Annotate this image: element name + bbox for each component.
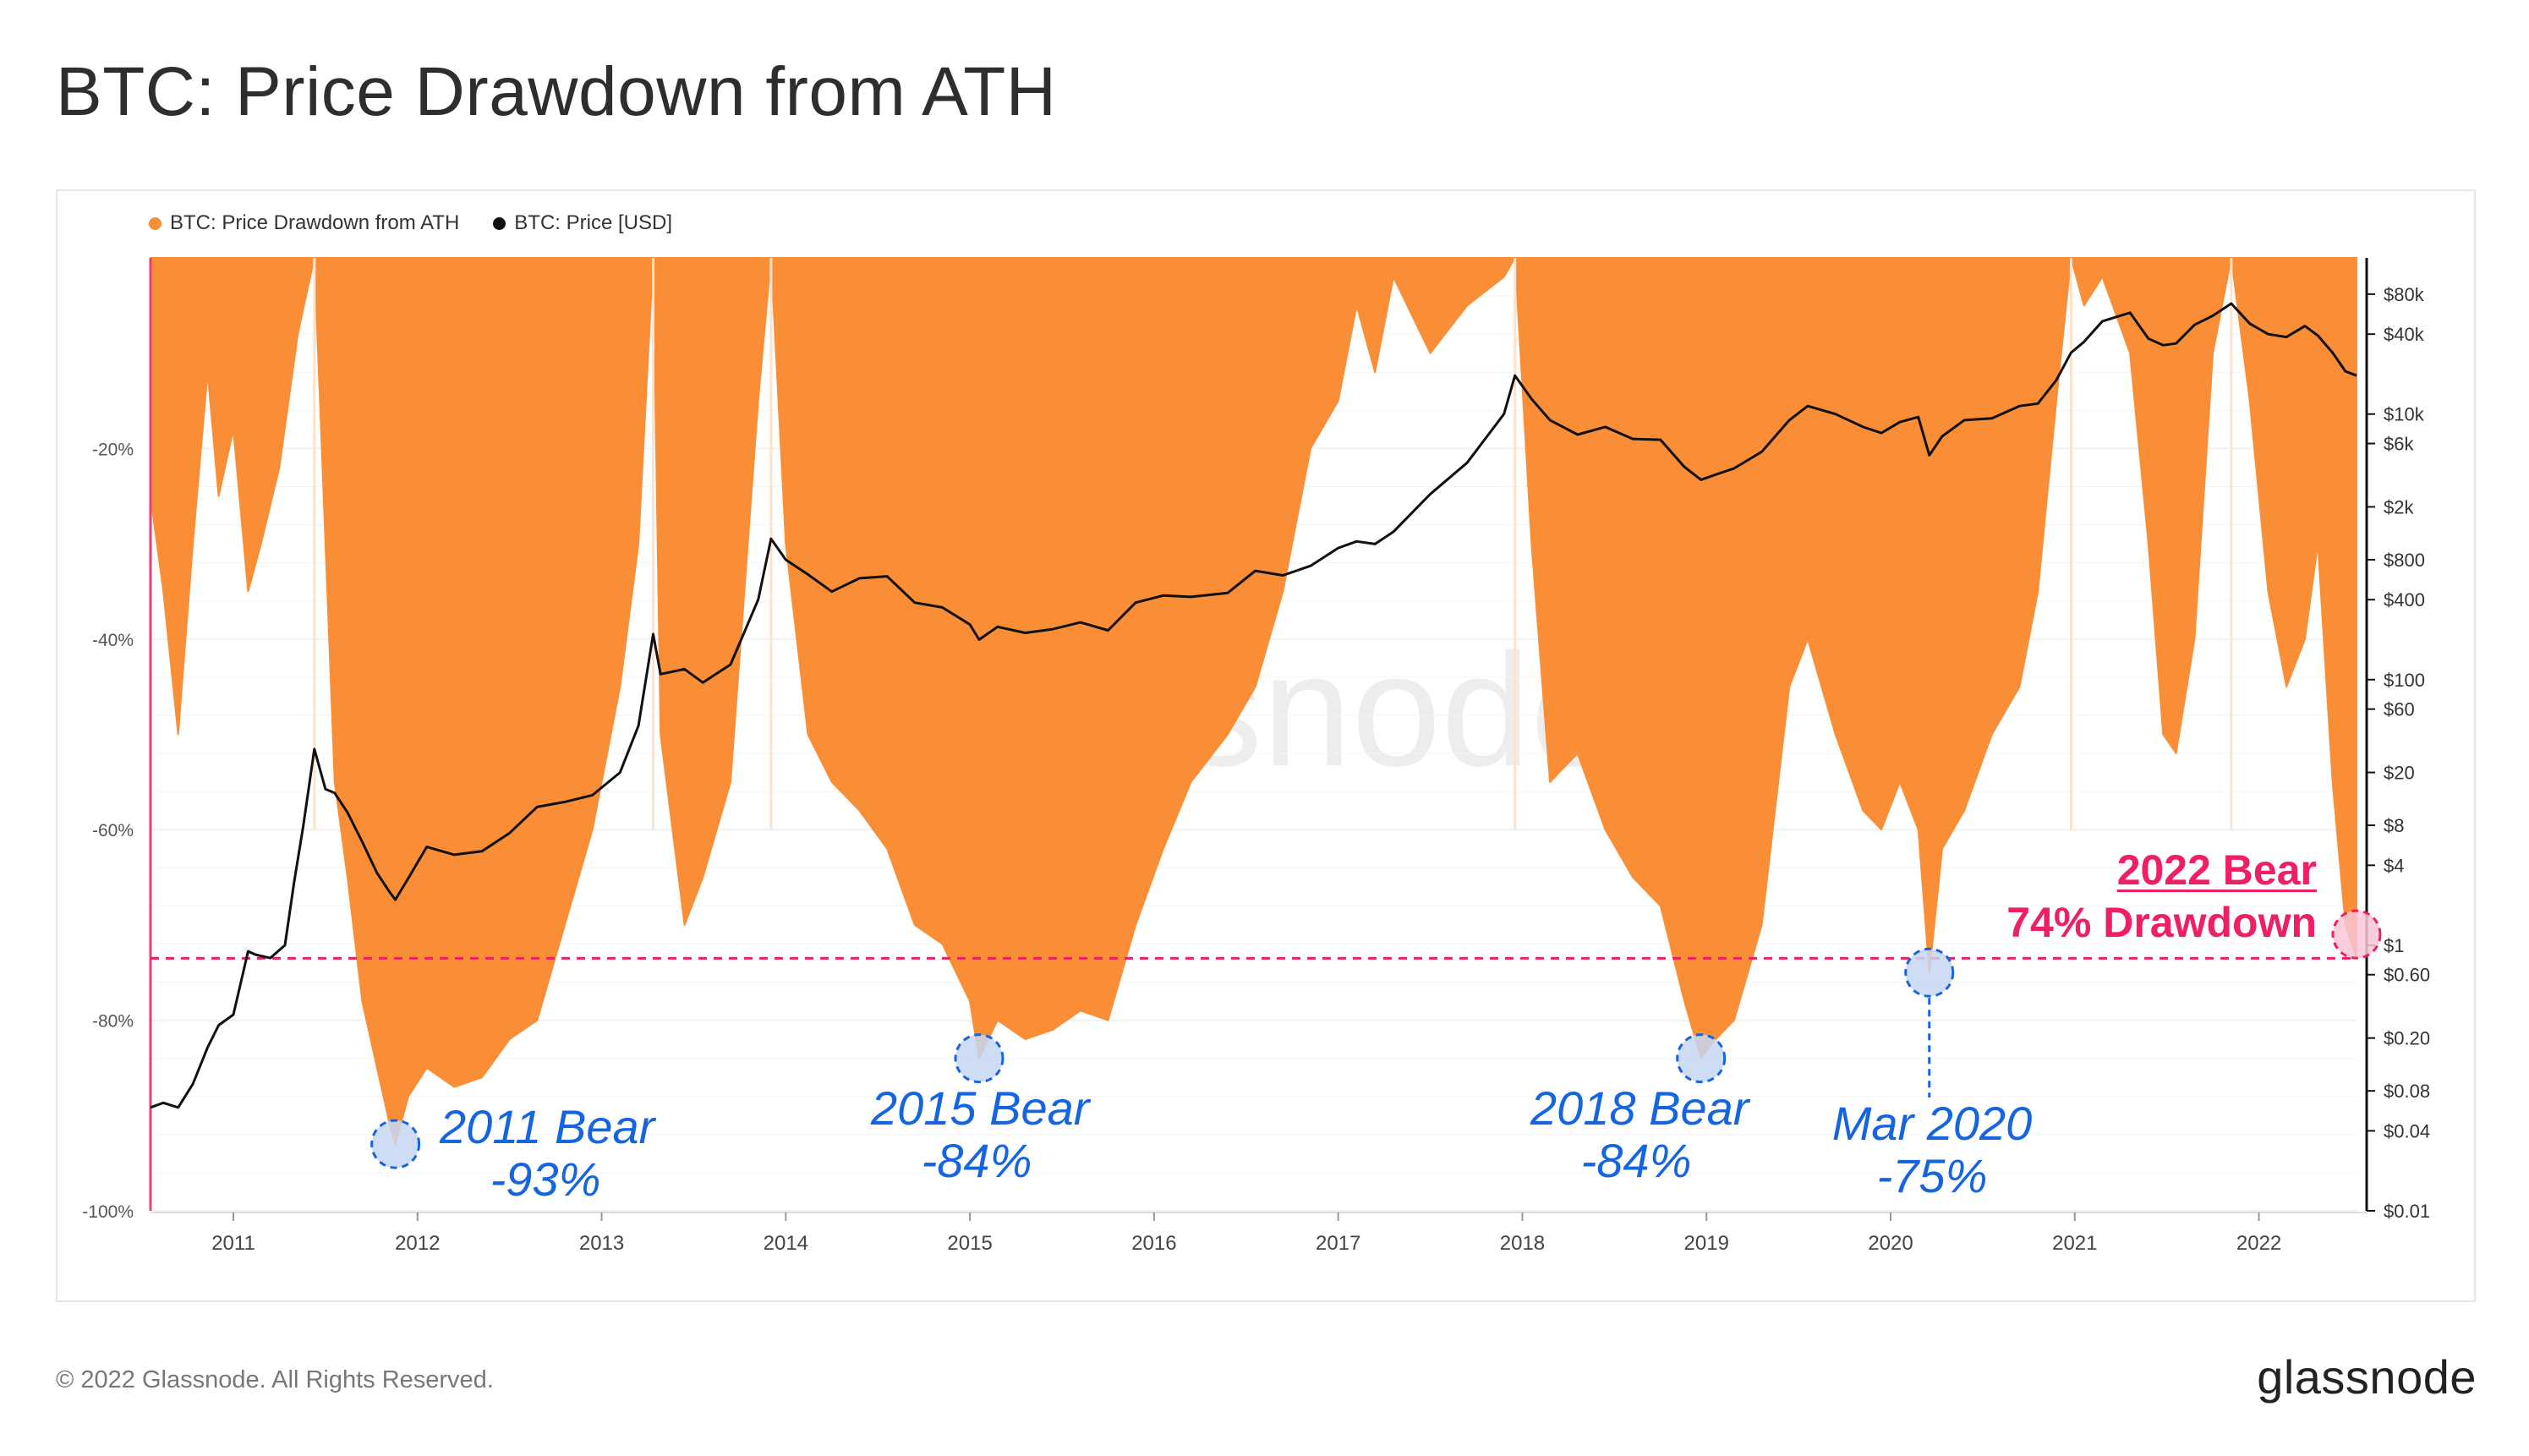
y-right-tick-label: $400 <box>2384 589 2425 610</box>
y-right-tick-label: $0.04 <box>2384 1120 2430 1141</box>
legend-label-price: BTC: Price [USD] <box>514 211 672 234</box>
annotation-2011-title: 2011 Bear <box>440 1100 655 1153</box>
annotation-2020-value: -75% <box>1876 1149 1988 1202</box>
annotation-mar-2020: Mar 2020 -75% <box>1826 1097 2038 1202</box>
annotation-2022-bear: 2022 Bear 74% Drawdown <box>1953 844 2317 949</box>
annotation-2020-title: Mar 2020 <box>1831 1097 2033 1150</box>
x-tick-label: 2012 <box>395 1232 440 1255</box>
y-right-tick-label: $10k <box>2384 404 2425 425</box>
marker-2022-current <box>2331 909 2382 960</box>
legend-item-price[interactable]: BTC: Price [USD] <box>493 211 672 235</box>
y-right-tick-label: $2k <box>2384 496 2414 517</box>
legend-item-drawdown[interactable]: BTC: Price Drawdown from ATH <box>149 211 459 235</box>
x-tick-label: 2011 <box>211 1232 255 1255</box>
annotation-2018-value: -84% <box>1580 1134 1692 1187</box>
marker-2018-bottom <box>1676 1033 1727 1084</box>
brand-logo[interactable]: glassnode <box>2257 1350 2477 1404</box>
y-right-tick-label: $0.60 <box>2384 965 2430 986</box>
x-tick-label: 2019 <box>1684 1232 1729 1255</box>
annotation-2018-bear: 2018 Bear -84% <box>1530 1081 1749 1187</box>
y-right-tick-label: $80k <box>2384 284 2425 305</box>
price-line <box>150 302 2357 1109</box>
annotation-2022-value: 74% Drawdown <box>2006 899 2317 946</box>
marker-2020-bottom <box>1904 947 1955 998</box>
annotation-2015-title: 2015 Bear <box>871 1081 1090 1135</box>
x-tick-label: 2015 <box>947 1232 992 1255</box>
y-right-tick-label: $8 <box>2384 815 2404 836</box>
annotation-2018-title: 2018 Bear <box>1530 1081 1749 1135</box>
annotation-2011-bear: 2011 Bear -93% <box>440 1100 655 1206</box>
y-right-tick-label: $0.01 <box>2384 1201 2430 1222</box>
y-right-tick-label: $4 <box>2384 855 2404 876</box>
chart-legend: BTC: Price Drawdown from ATH BTC: Price … <box>149 211 672 235</box>
x-tick-label: 2017 <box>1316 1232 1360 1255</box>
x-tick-label: 2020 <box>1868 1232 1913 1255</box>
x-tick-label: 2014 <box>764 1232 808 1255</box>
y-left-tick-label: -80% <box>92 1012 134 1032</box>
y-left-tick-label: -100% <box>82 1202 134 1222</box>
x-tick-label: 2021 <box>2052 1232 2097 1255</box>
annotation-2011-value: -93% <box>490 1152 601 1206</box>
y-right-tick-label: $1 <box>2384 935 2404 956</box>
y-left-tick-label: -20% <box>92 440 134 459</box>
y-right-tick-label: $60 <box>2384 699 2415 720</box>
x-tick-label: 2013 <box>579 1232 624 1255</box>
y-right-tick-label: $40k <box>2384 324 2425 345</box>
x-tick-label: 2016 <box>1131 1232 1176 1255</box>
legend-label-drawdown: BTC: Price Drawdown from ATH <box>170 211 460 234</box>
page-title: BTC: Price Drawdown from ATH <box>56 53 1057 130</box>
y-right-tick-label: $6k <box>2384 434 2414 455</box>
y-right-tick-label: $0.08 <box>2384 1081 2430 1102</box>
marker-2011-bottom <box>370 1119 421 1169</box>
y-right-tick-label: $100 <box>2384 670 2425 691</box>
y-left-tick-label: -60% <box>92 821 134 840</box>
y-right-tick-label: $20 <box>2384 763 2415 784</box>
annotation-2022-title: 2022 Bear <box>2116 846 2317 894</box>
legend-swatch-price <box>493 216 506 230</box>
annotation-2015-bear: 2015 Bear -84% <box>871 1081 1090 1187</box>
legend-swatch-drawdown <box>149 216 161 230</box>
marker-2015-bottom <box>954 1033 1004 1084</box>
annotation-2015-value: -84% <box>921 1134 1032 1187</box>
y-left-tick-label: -40% <box>92 631 134 650</box>
footer-copyright: © 2022 Glassnode. All Rights Reserved. <box>56 1366 494 1393</box>
y-right-tick-label: $800 <box>2384 550 2425 571</box>
x-tick-label: 2022 <box>2236 1232 2281 1255</box>
y-right-tick-label: $0.20 <box>2384 1028 2430 1049</box>
x-tick-label: 2018 <box>1500 1232 1545 1255</box>
